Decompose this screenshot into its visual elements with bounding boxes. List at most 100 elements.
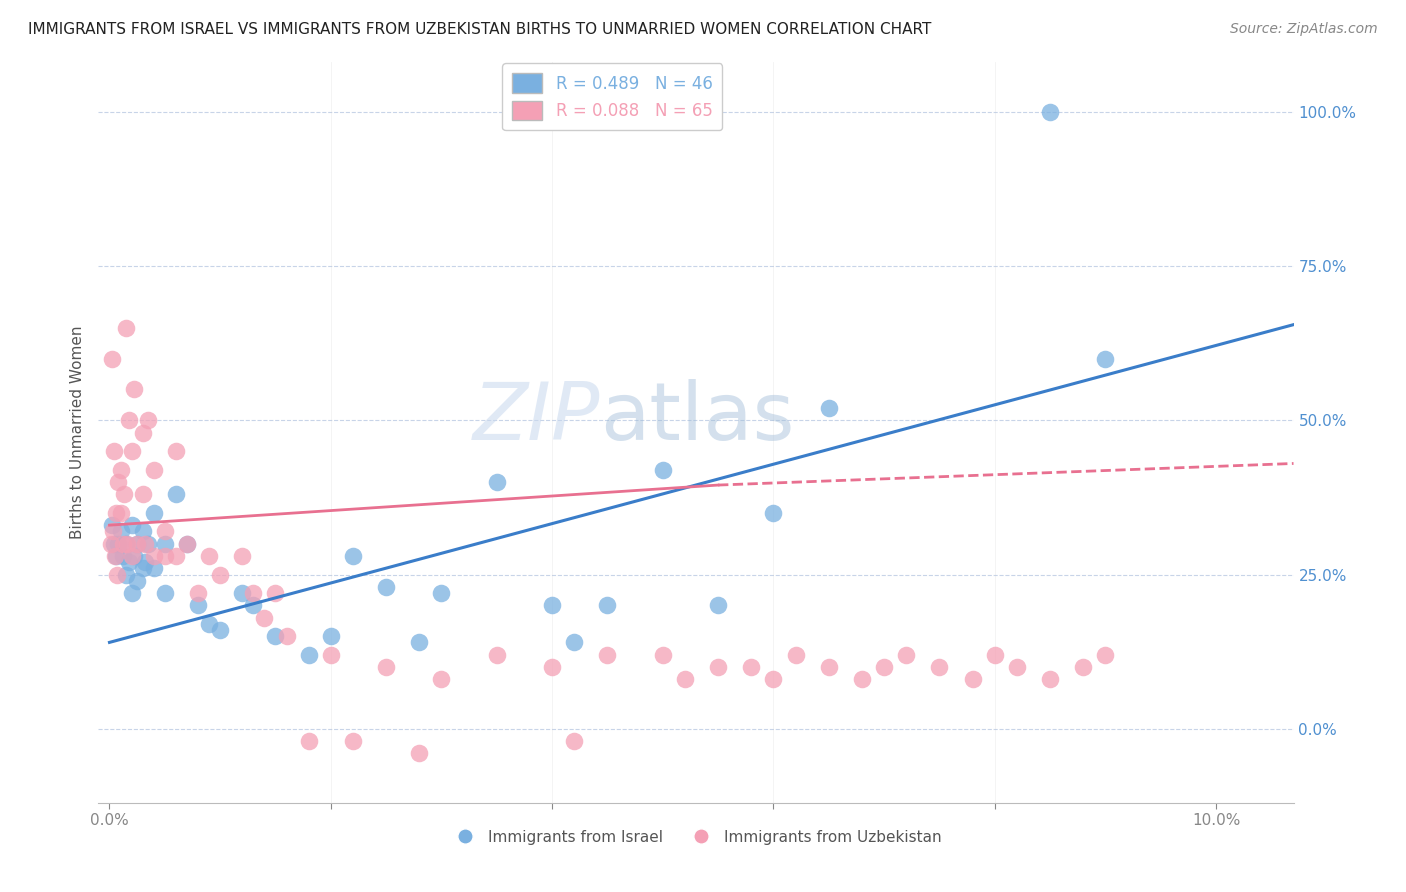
Point: [562, 734, 585, 748]
Point: [198, 549, 221, 563]
Point: [817, 660, 839, 674]
Point: [298, 648, 321, 662]
Point: [651, 462, 673, 476]
Point: [541, 660, 564, 674]
Point: [264, 586, 287, 600]
Text: atlas: atlas: [600, 379, 794, 457]
Point: [165, 549, 187, 563]
Point: [153, 586, 176, 600]
Point: [136, 413, 159, 427]
Point: [115, 320, 138, 334]
Text: IMMIGRANTS FROM ISRAEL VS IMMIGRANTS FROM UZBEKISTAN BIRTHS TO UNMARRIED WOMEN C: IMMIGRANTS FROM ISRAEL VS IMMIGRANTS FRO…: [28, 22, 932, 37]
Point: [105, 567, 128, 582]
Point: [153, 536, 176, 550]
Point: [231, 586, 253, 600]
Point: [107, 536, 129, 550]
Point: [430, 673, 453, 687]
Point: [984, 648, 1007, 662]
Point: [176, 536, 198, 550]
Point: [165, 444, 187, 458]
Legend: Immigrants from Israel, Immigrants from Uzbekistan: Immigrants from Israel, Immigrants from …: [444, 823, 948, 851]
Point: [651, 648, 673, 662]
Point: [105, 549, 128, 563]
Point: [121, 586, 143, 600]
Point: [100, 536, 122, 550]
Point: [142, 462, 165, 476]
Point: [118, 555, 141, 569]
Point: [121, 549, 143, 563]
Point: [131, 561, 153, 575]
Point: [408, 747, 430, 761]
Point: [740, 660, 762, 674]
Point: [707, 599, 730, 613]
Point: [785, 648, 807, 662]
Point: [110, 462, 132, 476]
Point: [118, 413, 141, 427]
Point: [242, 586, 264, 600]
Point: [231, 549, 253, 563]
Point: [707, 660, 730, 674]
Point: [342, 734, 364, 748]
Point: [762, 673, 785, 687]
Point: [122, 549, 145, 563]
Point: [298, 734, 321, 748]
Point: [112, 487, 135, 501]
Point: [873, 660, 896, 674]
Point: [101, 524, 124, 539]
Point: [142, 561, 165, 575]
Point: [242, 599, 264, 613]
Point: [198, 616, 221, 631]
Point: [142, 506, 165, 520]
Point: [962, 673, 984, 687]
Point: [562, 635, 585, 649]
Point: [1039, 673, 1062, 687]
Point: [1039, 104, 1062, 119]
Point: [111, 549, 134, 563]
Point: [896, 648, 918, 662]
Point: [153, 549, 176, 563]
Point: [264, 629, 287, 643]
Point: [1094, 351, 1116, 366]
Point: [1071, 660, 1094, 674]
Point: [121, 518, 143, 533]
Point: [342, 549, 364, 563]
Point: [136, 536, 159, 550]
Point: [115, 536, 138, 550]
Point: [596, 599, 619, 613]
Point: [928, 660, 950, 674]
Point: [319, 629, 342, 643]
Point: [153, 524, 176, 539]
Point: [134, 536, 156, 550]
Text: ZIP: ZIP: [472, 379, 600, 457]
Point: [209, 623, 232, 637]
Point: [762, 506, 785, 520]
Point: [110, 506, 132, 520]
Point: [115, 567, 138, 582]
Point: [127, 574, 149, 588]
Point: [100, 518, 122, 533]
Point: [176, 536, 198, 550]
Point: [134, 555, 156, 569]
Point: [276, 629, 298, 643]
Point: [107, 475, 129, 489]
Point: [131, 487, 153, 501]
Point: [127, 536, 149, 550]
Point: [100, 351, 122, 366]
Text: Source: ZipAtlas.com: Source: ZipAtlas.com: [1230, 22, 1378, 37]
Point: [673, 673, 696, 687]
Point: [408, 635, 430, 649]
Point: [209, 567, 232, 582]
Point: [104, 549, 127, 563]
Point: [319, 648, 342, 662]
Point: [187, 586, 209, 600]
Point: [110, 524, 132, 539]
Point: [111, 536, 134, 550]
Point: [253, 611, 276, 625]
Point: [105, 506, 128, 520]
Point: [375, 580, 398, 594]
Point: [596, 648, 619, 662]
Point: [142, 549, 165, 563]
Point: [1005, 660, 1028, 674]
Point: [127, 536, 149, 550]
Point: [131, 425, 153, 440]
